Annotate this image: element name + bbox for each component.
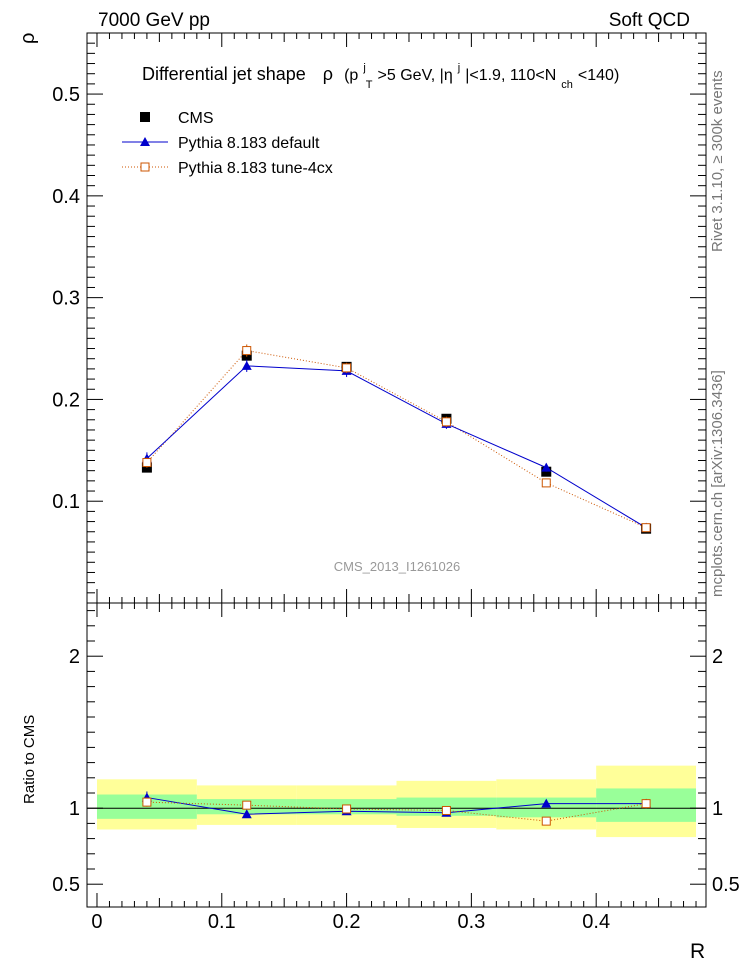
mcplots-label: mcplots.cern.ch [arXiv:1306.3436] (709, 370, 726, 597)
series-default-line (146, 365, 647, 529)
series-2-point-2 (342, 363, 352, 373)
series-2-point-1 (242, 346, 252, 356)
ratio-series-1-point-1 (242, 800, 252, 810)
legend-cms-label: CMS (178, 110, 214, 127)
legend-entry-tune: Pythia 8.183 tune-4cx (122, 160, 333, 177)
title-main: Differential jet shape (142, 64, 306, 84)
ratio-tick-label-left-1: 1 (69, 798, 80, 820)
ratio-y-axis-title: Ratio to CMS (21, 715, 38, 804)
y-axis-title: ρ (17, 33, 39, 44)
x-tick-label-1: 0.1 (208, 911, 236, 933)
axes: 0 0.1 0.2 0.3 0.4 0.1 0.2 0.3 0.4 0.5 0.5 0.5 1 1 2 2 (52, 32, 740, 933)
y-tick-label-3: 0.4 (52, 186, 80, 208)
ratio-series-1-point-2 (342, 804, 352, 814)
title-close: <140) (578, 67, 619, 84)
legend-tune-marker (140, 162, 150, 172)
y-tick-label-1: 0.2 (52, 389, 80, 411)
ratio-series-1-point-4 (541, 816, 551, 826)
title-sub-t: T (366, 79, 373, 91)
plot-title: Differential jet shape ρ (p j T >5 GeV, … (142, 55, 619, 92)
x-axis-title: R (690, 940, 705, 963)
series-2-point-3 (441, 417, 451, 427)
legend-entry-cms: CMS (140, 110, 214, 127)
title-sup-j2: j (457, 62, 460, 74)
legend-default-label: Pythia 8.183 default (178, 135, 320, 152)
header-right: Soft QCD (609, 10, 690, 31)
ratio-series-0-line (146, 797, 647, 815)
y-tick-label-2: 0.3 (52, 288, 80, 310)
series-2-point-5 (641, 523, 651, 533)
main-plot-area (141, 344, 652, 534)
ratio-tick-label-right-0: 0.5 (712, 874, 740, 896)
legend: CMS Pythia 8.183 default Pythia 8.183 tu… (122, 110, 333, 177)
x-tick-label-2: 0.2 (333, 911, 361, 933)
ratio-series-1-point-0 (142, 797, 152, 807)
rivet-label: Rivet 3.1.10, ≥ 300k events (709, 70, 726, 252)
ratio-frame (86, 602, 707, 908)
series-2-point-0 (142, 458, 152, 468)
ratio-plot-area (87, 765, 706, 838)
series-tune-line (146, 350, 647, 529)
ratio-series-1-point-5 (641, 799, 651, 809)
title-mid1: >5 GeV, |η (378, 67, 453, 84)
series-2-point-4 (541, 478, 551, 488)
ratio-series-1-point-3 (441, 805, 451, 815)
main-panel: CMS_2013_I1261026 Differential jet shape… (122, 55, 619, 574)
title-open: (p (344, 67, 358, 84)
ratio-series-1-line (146, 801, 647, 822)
series-1-point-4 (541, 462, 552, 472)
title-rho: ρ (323, 64, 333, 84)
title-sup-j1: j (362, 62, 365, 74)
ratio-tick-label-right-2: 2 (712, 646, 723, 668)
x-tick-label-0: 0 (91, 911, 102, 933)
y-tick-label-0: 0.1 (52, 491, 80, 513)
analysis-watermark: CMS_2013_I1261026 (334, 559, 461, 574)
ratio-tick-label-left-0: 0.5 (52, 874, 80, 896)
legend-cms-marker (140, 112, 150, 122)
legend-entry-default: Pythia 8.183 default (122, 135, 320, 152)
y-tick-label-4: 0.5 (52, 84, 80, 106)
ratio-series-0-point-1 (241, 809, 252, 819)
x-tick-label-3: 0.3 (457, 911, 485, 933)
series-1-point-1 (241, 360, 252, 370)
ratio-tick-label-right-1: 1 (712, 798, 723, 820)
legend-default-marker (140, 137, 150, 146)
legend-tune-label: Pythia 8.183 tune-4cx (178, 160, 333, 177)
x-tick-label-4: 0.4 (582, 911, 610, 933)
title-sub-ch: ch (561, 79, 573, 91)
ratio-tick-label-left-2: 2 (69, 646, 80, 668)
title-mid2: |<1.9, 110<N (465, 67, 556, 84)
ratio-series-0-point-4 (541, 798, 552, 808)
header-left: 7000 GeV pp (98, 10, 210, 31)
